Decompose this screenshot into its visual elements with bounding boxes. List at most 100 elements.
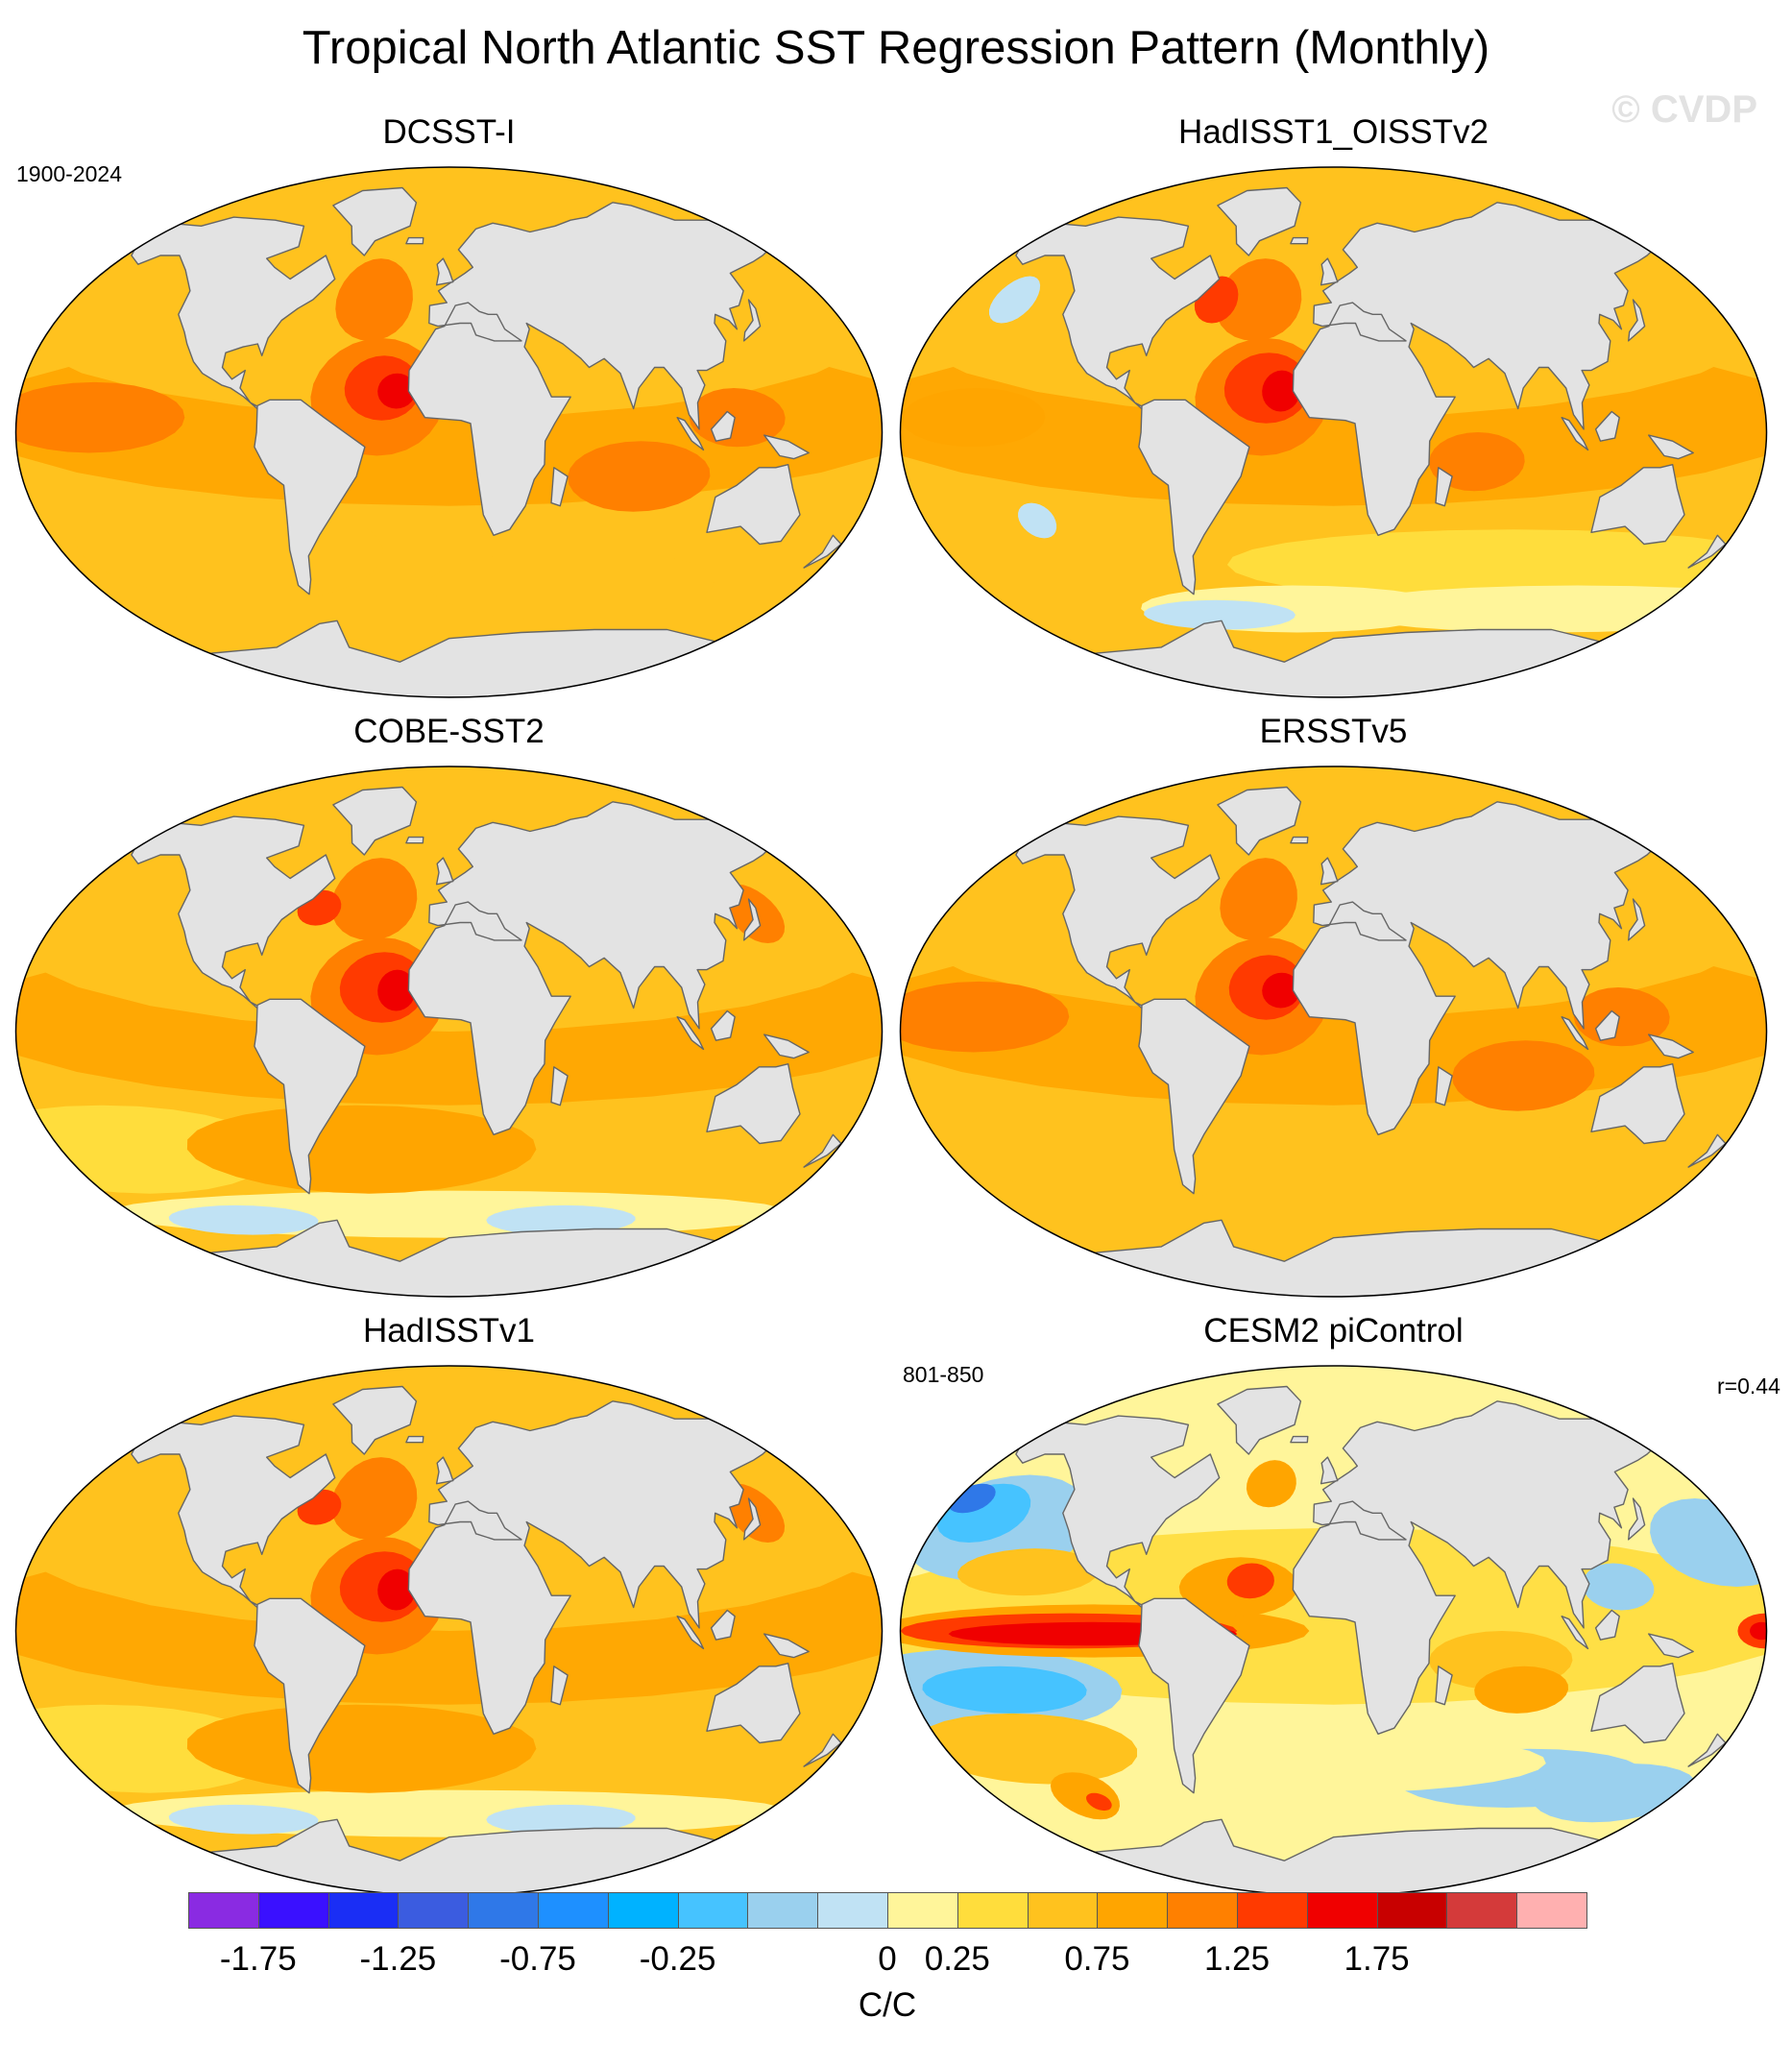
land-iceland	[405, 236, 424, 245]
colorbar-swatch	[538, 1892, 609, 1929]
land-new-zealand	[803, 1733, 842, 1767]
land-new-guinea	[1648, 1633, 1694, 1659]
land-borneo	[710, 1009, 736, 1041]
anomaly-contour	[1583, 1563, 1655, 1611]
anomaly-contour	[377, 969, 416, 1011]
land-british-isles	[435, 1456, 454, 1485]
land-greenland	[332, 1385, 418, 1455]
land-north-america	[1015, 1415, 1221, 1609]
anomaly-contour	[186, 1704, 537, 1793]
colorbar-swatch	[1097, 1892, 1169, 1929]
anomaly-contour	[1262, 370, 1300, 412]
anomaly-contour	[1429, 432, 1525, 492]
land-iceland	[1290, 236, 1309, 245]
land-north-america	[131, 815, 336, 1009]
anomaly-contour	[330, 1457, 418, 1540]
land-new-guinea	[763, 1034, 810, 1059]
anomaly-contour	[901, 388, 1046, 448]
land-madagascar	[550, 1066, 569, 1106]
map-border	[14, 166, 884, 698]
colorbar: -1.75 -1.25 -0.75 -0.25 0 0.25 0.75 1.25 1.75 C/…	[188, 1892, 1587, 2060]
panel-title: HadISST1_OISSTv2	[1178, 113, 1489, 151]
land-japan	[743, 1497, 762, 1541]
land-north-america	[131, 1415, 336, 1609]
colorbar-tick-label: -0.75	[499, 1940, 576, 1978]
colorbar-swatch	[1306, 1892, 1378, 1929]
land-south-america	[254, 998, 366, 1195]
colorbar-swatch	[327, 1892, 400, 1929]
land-iceland	[1290, 1435, 1309, 1444]
map	[14, 1365, 884, 1897]
land-africa-eurasia	[407, 1400, 779, 1735]
land-japan	[743, 898, 762, 941]
colorbar-swatch	[1237, 1892, 1308, 1929]
colorbar-swatch	[1516, 1892, 1587, 1929]
panel-dcsst: DCSST-I	[14, 113, 884, 699]
colorbar-swatch	[607, 1892, 679, 1929]
map	[14, 166, 884, 698]
colorbar-swatch	[747, 1892, 819, 1929]
land-africa-eurasia	[1292, 1400, 1663, 1735]
land-madagascar	[1435, 467, 1453, 507]
anomaly-contour	[1737, 1613, 1767, 1649]
panel-title: DCSST-I	[382, 113, 516, 151]
anomaly-contour	[1532, 1763, 1697, 1823]
correlation-label: r=0.44	[1717, 1374, 1780, 1398]
map	[899, 166, 1768, 698]
land-british-isles	[435, 257, 454, 286]
land-sumatra	[676, 1016, 705, 1051]
land-greenland	[332, 186, 418, 256]
panel-title: COBE-SST2	[353, 713, 545, 750]
panel-title: HadISSTv1	[363, 1312, 535, 1350]
land-sumatra	[1561, 1616, 1589, 1650]
land-borneo	[1594, 410, 1620, 442]
period-label: 1900-2024	[16, 161, 122, 186]
map-border	[899, 166, 1768, 698]
anomaly-contour	[1262, 972, 1300, 1009]
anomaly-contour	[1313, 1149, 1600, 1221]
colorbar-swatch	[817, 1892, 888, 1929]
anomaly-contour	[486, 1804, 636, 1835]
anomaly-contour	[1144, 599, 1296, 630]
anomaly-contour	[377, 373, 416, 409]
colorbar-tick-label: 1.25	[1203, 1940, 1271, 1978]
anomaly-contour	[1474, 1666, 1568, 1714]
land-british-isles	[1320, 257, 1339, 286]
land-new-zealand	[1687, 534, 1727, 569]
land-greenland	[332, 786, 418, 856]
anomaly-contour	[1018, 502, 1057, 539]
colorbar-swatch	[188, 1892, 259, 1929]
anomaly-field	[900, 167, 1767, 697]
anomaly-contour	[428, 549, 715, 621]
colorbar-swatch	[677, 1892, 749, 1929]
watermark: © CVDP	[1611, 88, 1757, 131]
colorbar-tick-label: 0.25	[924, 1940, 990, 1978]
colorbar-tick-label: 1.75	[1344, 1940, 1410, 1978]
land-iceland	[405, 836, 424, 844]
anomaly-contour	[15, 381, 185, 453]
period-label: 801-850	[903, 1362, 984, 1387]
land-sumatra	[1561, 417, 1589, 451]
anomaly-contour	[335, 258, 413, 341]
land-british-isles	[435, 857, 454, 886]
anomaly-field	[900, 1366, 1767, 1896]
anomaly-contour	[1226, 1563, 1274, 1599]
land-new-zealand	[803, 1133, 842, 1168]
land-sumatra	[676, 417, 705, 451]
land-iceland	[1290, 836, 1309, 844]
anomaly-contour	[916, 1713, 1137, 1785]
colorbar-swatch	[1446, 1892, 1518, 1929]
anomaly-contour	[168, 1804, 319, 1835]
land-japan	[1628, 1497, 1646, 1541]
land-greenland	[1217, 1385, 1302, 1455]
land-madagascar	[1435, 1666, 1453, 1706]
map	[899, 1365, 1768, 1897]
panel-title: CESM2 piControl	[1203, 1312, 1464, 1350]
land-africa-eurasia	[1292, 801, 1663, 1135]
land-madagascar	[550, 1666, 569, 1706]
anomaly-contour	[900, 981, 1070, 1053]
land-japan	[1628, 898, 1646, 941]
anomaly-contour	[568, 441, 711, 512]
colorbar-swatch	[957, 1892, 1029, 1929]
land-north-america	[131, 216, 336, 410]
